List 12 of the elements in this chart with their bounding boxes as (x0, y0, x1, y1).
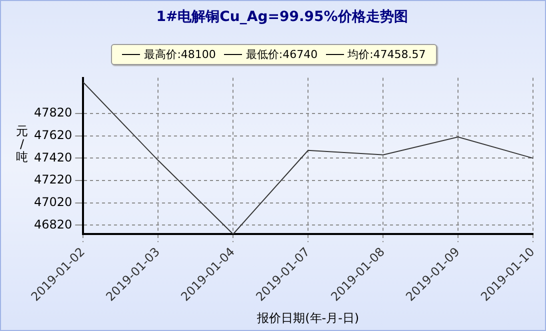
y-tick-label: 46820 (34, 217, 72, 232)
y-tick-label: 47020 (34, 194, 72, 209)
y-axis-title: 元/吨 (15, 124, 29, 164)
text: 最高价:48100 (143, 47, 216, 62)
y-tick-label: 47220 (34, 172, 72, 187)
chart-title: 1#电解铜Cu_Ag=99.95%价格走势图 (156, 9, 408, 26)
text: 均价:47458.57 (346, 47, 426, 62)
y-tick-label: 47420 (34, 150, 72, 164)
text: 最低价:46740 (244, 47, 318, 62)
x-axis-title: 报价日期(年-月-日) (256, 310, 360, 325)
y-tick-label: 47620 (34, 128, 72, 142)
y-tick-label: 47820 (34, 106, 72, 120)
